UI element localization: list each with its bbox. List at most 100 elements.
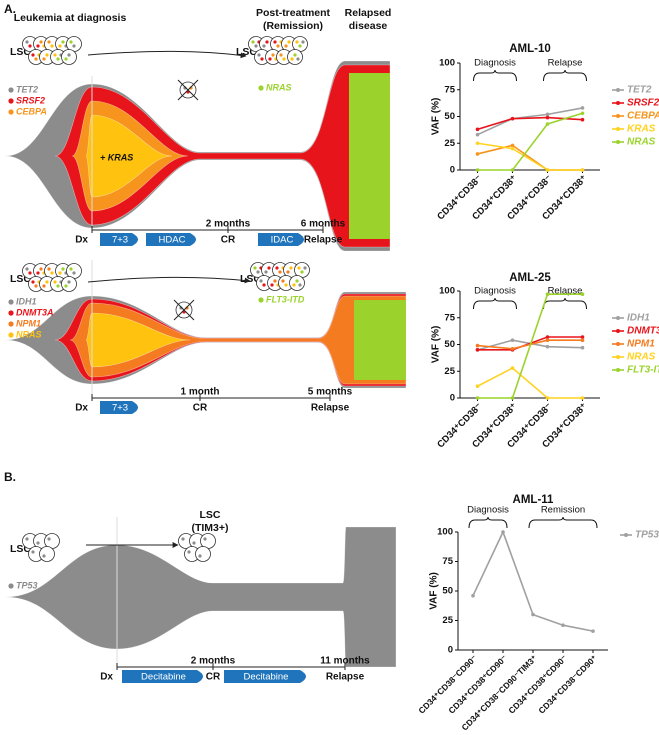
legend-dot bbox=[616, 368, 620, 372]
treatment-bar bbox=[224, 670, 306, 683]
cell-dot bbox=[36, 271, 40, 275]
cell bbox=[289, 275, 305, 291]
cross bbox=[173, 299, 195, 321]
point bbox=[510, 146, 515, 151]
cell-dot bbox=[298, 283, 302, 287]
y-tick-label: 0 bbox=[448, 645, 453, 656]
lsc-label: LSC bbox=[200, 509, 221, 521]
cell bbox=[287, 49, 303, 65]
cell-dot bbox=[265, 40, 269, 44]
point bbox=[475, 396, 480, 400]
point bbox=[471, 593, 475, 598]
state-label: Relapse bbox=[311, 403, 350, 414]
cell-dot bbox=[42, 554, 46, 558]
legend-label: CEBPA bbox=[627, 111, 659, 122]
cell-dot bbox=[36, 44, 40, 48]
legend-dot bbox=[616, 101, 620, 105]
cell-dot bbox=[25, 537, 29, 541]
legend-dot bbox=[8, 299, 14, 305]
legend-label: NRAS bbox=[627, 137, 656, 148]
legend-dot bbox=[8, 321, 14, 327]
series-line bbox=[477, 107, 583, 136]
time-label: 11 months bbox=[320, 656, 370, 667]
treatment-bar bbox=[146, 233, 196, 246]
legend-dot bbox=[624, 533, 628, 537]
cell-dot bbox=[273, 279, 277, 283]
cell-dot bbox=[53, 53, 57, 57]
point bbox=[545, 122, 550, 126]
subclone-label: + KRAS bbox=[100, 152, 133, 162]
y-tick-label: 25 bbox=[444, 366, 455, 377]
cell-dot bbox=[295, 279, 299, 283]
state-label: CR bbox=[206, 672, 221, 683]
cell-dot bbox=[273, 40, 277, 44]
cell-dot bbox=[64, 284, 68, 288]
legend-label: FLT3-ITD bbox=[627, 365, 659, 376]
cell-dot bbox=[260, 57, 264, 61]
phase-header: disease bbox=[349, 20, 388, 32]
cell bbox=[61, 276, 77, 292]
cell-dot bbox=[56, 284, 60, 288]
cell-dot bbox=[286, 270, 290, 274]
mutation-label: CEBPA bbox=[16, 106, 47, 116]
cell-dot bbox=[58, 271, 62, 275]
treatment-bar bbox=[258, 233, 304, 246]
point bbox=[591, 629, 595, 633]
legend-dot bbox=[616, 127, 620, 131]
legend-dot bbox=[8, 332, 14, 338]
series-line bbox=[477, 367, 583, 399]
cell-dot bbox=[56, 57, 60, 61]
y-axis-label: VAF (%) bbox=[431, 326, 442, 364]
cell-dot bbox=[259, 279, 263, 283]
series-line bbox=[477, 293, 583, 399]
y-tick-label: 25 bbox=[442, 615, 453, 626]
legend-label: TP53 bbox=[635, 530, 659, 541]
point bbox=[475, 343, 480, 348]
chart-title: AML-25 bbox=[509, 272, 551, 284]
point bbox=[545, 168, 550, 172]
cell-dot bbox=[69, 40, 73, 44]
y-tick-label: 100 bbox=[439, 58, 455, 69]
cell-dot bbox=[58, 44, 62, 48]
x-tick-label: CD34⁺CD38⁻CD90⁺ bbox=[536, 653, 599, 716]
cell-dot bbox=[271, 53, 275, 57]
cell-dot bbox=[61, 267, 65, 271]
cell-dot bbox=[290, 57, 294, 61]
y-tick-label: 50 bbox=[444, 339, 455, 350]
cell-dot bbox=[192, 541, 196, 545]
chart-title: AML-10 bbox=[509, 43, 551, 55]
y-tick-label: 100 bbox=[437, 527, 453, 538]
bracket bbox=[473, 69, 517, 82]
clone-shape bbox=[85, 114, 173, 198]
cell bbox=[195, 546, 211, 562]
panel-label: B. bbox=[4, 470, 16, 484]
phase-header: Relapsed bbox=[345, 7, 392, 19]
lsc-label: (TIM3+) bbox=[191, 522, 228, 534]
y-axis-label: VAF (%) bbox=[431, 98, 442, 136]
cell-dot bbox=[34, 57, 38, 61]
legend-label: DNMT3A bbox=[627, 326, 659, 337]
y-tick-label: 0 bbox=[450, 165, 455, 176]
cross bbox=[177, 79, 199, 101]
bracket bbox=[528, 516, 598, 529]
point bbox=[475, 127, 480, 132]
time-label: 2 months bbox=[206, 219, 251, 230]
bracket-label: Diagnosis bbox=[467, 505, 509, 516]
treatment-bar bbox=[100, 401, 138, 414]
cell-dot bbox=[296, 57, 300, 61]
point bbox=[510, 338, 515, 343]
legend-dot bbox=[616, 316, 620, 320]
cell-dot bbox=[187, 550, 191, 554]
point bbox=[561, 623, 565, 628]
cell-dot bbox=[198, 554, 202, 558]
point bbox=[580, 338, 585, 343]
clone-shape bbox=[85, 312, 191, 368]
cell-dot bbox=[297, 266, 301, 270]
legend-dot bbox=[616, 114, 620, 118]
cell-dot bbox=[67, 53, 71, 57]
treatment-label: Decitabine bbox=[141, 672, 186, 683]
cell-dot bbox=[278, 270, 282, 274]
state-label: CR bbox=[193, 403, 208, 414]
